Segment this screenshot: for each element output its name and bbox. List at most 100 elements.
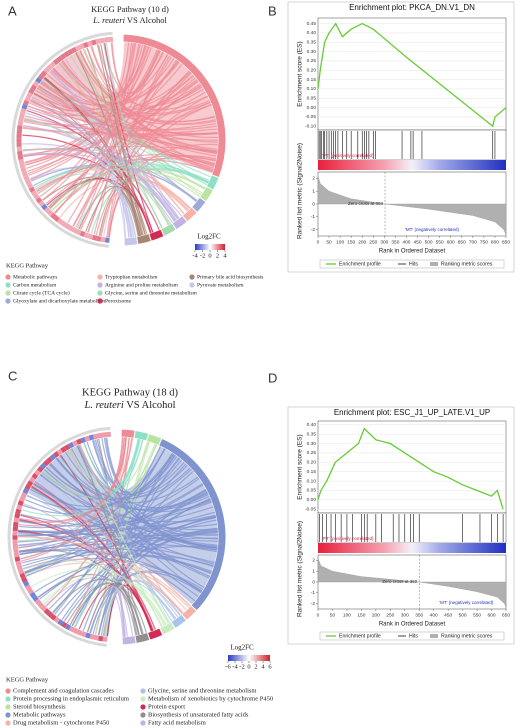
x-axis-label: Rank in Ordered Dataset	[379, 249, 446, 255]
gene-cell	[97, 432, 103, 439]
legend-label: Pyruvate metabolism	[197, 282, 244, 288]
chord-link	[60, 454, 152, 632]
gene-cell	[20, 491, 28, 498]
gene-cell	[67, 225, 74, 232]
chord-link	[45, 455, 178, 501]
legend-swatch	[430, 634, 438, 638]
legend-label: Complement and coagulation cascades	[13, 687, 114, 694]
chord-link	[94, 444, 157, 635]
gene-cell	[84, 435, 91, 442]
x-tick-label: 650	[458, 239, 466, 245]
x-tick-label: 150	[357, 612, 365, 618]
panel-letter: A	[8, 3, 17, 18]
enrichment-profile	[317, 427, 504, 510]
panel-letter: B	[268, 3, 277, 18]
gene-cell	[80, 631, 87, 638]
x-tick-label: 350	[391, 239, 399, 245]
chord-link	[30, 99, 178, 221]
x-tick-label: 100	[336, 239, 344, 245]
gene-cell	[43, 206, 51, 214]
annotation: Zero cross at 303	[348, 201, 384, 206]
legend-label: Hits	[409, 261, 418, 267]
gene-cell	[18, 116, 25, 122]
gene-cell	[91, 234, 98, 241]
gene-cell	[14, 556, 21, 562]
legend-label: Protein processing in endoplasmic reticu…	[13, 695, 129, 702]
gene-cell	[16, 504, 23, 511]
legend-label: Biosynthesis of unsaturated fatty acids	[148, 711, 249, 718]
pathway-segment	[123, 34, 226, 177]
chord-link	[24, 117, 130, 238]
gene-cell	[13, 517, 20, 523]
gene-cell	[32, 595, 39, 602]
gene-cell	[38, 200, 45, 207]
legend-label: Metabolic pathways	[13, 274, 57, 280]
colorbar-tick-label: 4	[223, 252, 227, 259]
gene-cell	[101, 432, 107, 438]
ranking-metric	[317, 175, 507, 235]
legend-swatch	[5, 688, 11, 694]
pathway-segment	[160, 622, 175, 635]
colorbar-tick-label: -2	[200, 252, 205, 259]
legend-label: Drug metabolism - cytochrome P450	[13, 719, 109, 726]
pathway-segment	[161, 223, 176, 236]
legend-label: Metabolism of xenobiotics by cytochrome …	[148, 695, 273, 702]
y-tick-label: -0.10	[305, 124, 316, 130]
y-tick-label: 0.20	[307, 68, 317, 74]
x-axis-label: Rank in Ordered Dataset	[379, 622, 446, 628]
chord-link	[96, 44, 144, 236]
gene-cell	[13, 521, 19, 527]
metric-tick-label: -1	[311, 214, 316, 220]
x-tick-label: 300	[401, 612, 409, 618]
chord-link	[61, 60, 216, 123]
panel: B Enrichment plot: PKCA_DN.V1_DN -0.10 -0.0…	[268, 1, 515, 273]
gene-cell	[68, 442, 75, 449]
x-tick-label: 500	[459, 612, 467, 618]
gene-cell	[26, 182, 34, 189]
chord-link	[70, 55, 209, 183]
legend-label: Protein export	[148, 703, 185, 710]
chord-link	[23, 560, 163, 627]
y-tick-label: 0.10	[307, 478, 317, 484]
y-tick-label: 0.25	[307, 58, 317, 64]
chord-link	[48, 165, 209, 208]
gene-cell	[21, 103, 28, 110]
gene-cell	[40, 605, 48, 612]
gene-cell	[19, 112, 26, 118]
legend-box	[319, 259, 505, 269]
chart-title: Enrichment plot: PKCA_DN.V1_DN	[349, 3, 475, 12]
gene-cell	[91, 39, 97, 46]
chord-link	[97, 515, 216, 636]
y-tick-label: 0.20	[307, 460, 317, 466]
gene-ring	[7, 426, 111, 647]
chart-title: Enrichment plot: ESC_J1_UP_LATE.V1_UP	[334, 408, 490, 417]
subtitle-comparison: VS Alcohol	[124, 400, 176, 411]
gene-cell	[31, 472, 39, 480]
legend-title: KEGG Pathway	[6, 676, 49, 683]
x-tick-label: 300	[380, 239, 388, 245]
gene-cell	[29, 591, 37, 599]
chart-title: KEGG Pathway (18 d)	[82, 387, 178, 398]
gene-cell	[28, 88, 35, 95]
gene-cell	[71, 227, 78, 234]
legend-swatch	[5, 298, 11, 304]
chord-link	[22, 127, 218, 137]
x-tick-label: 850	[502, 239, 510, 245]
x-tick-label: 800	[491, 239, 499, 245]
pathway-segment	[192, 197, 206, 212]
chord-link	[18, 506, 214, 546]
gene-cell	[15, 508, 22, 515]
gene-cell	[88, 434, 95, 441]
x-tick-label: 500	[425, 239, 433, 245]
gene-cell	[17, 568, 25, 575]
gene-cell	[29, 476, 36, 483]
gene-cell	[46, 456, 53, 464]
pathway-segment	[135, 633, 150, 643]
x-tick-label: 0	[317, 239, 320, 245]
legend-label: Enrichment profile	[339, 633, 381, 639]
chord-link	[75, 43, 137, 228]
gene-cell	[30, 84, 37, 91]
gene-cell	[14, 513, 21, 519]
gene-cell	[27, 588, 34, 595]
annotation: Zero cross at 350	[382, 579, 418, 584]
